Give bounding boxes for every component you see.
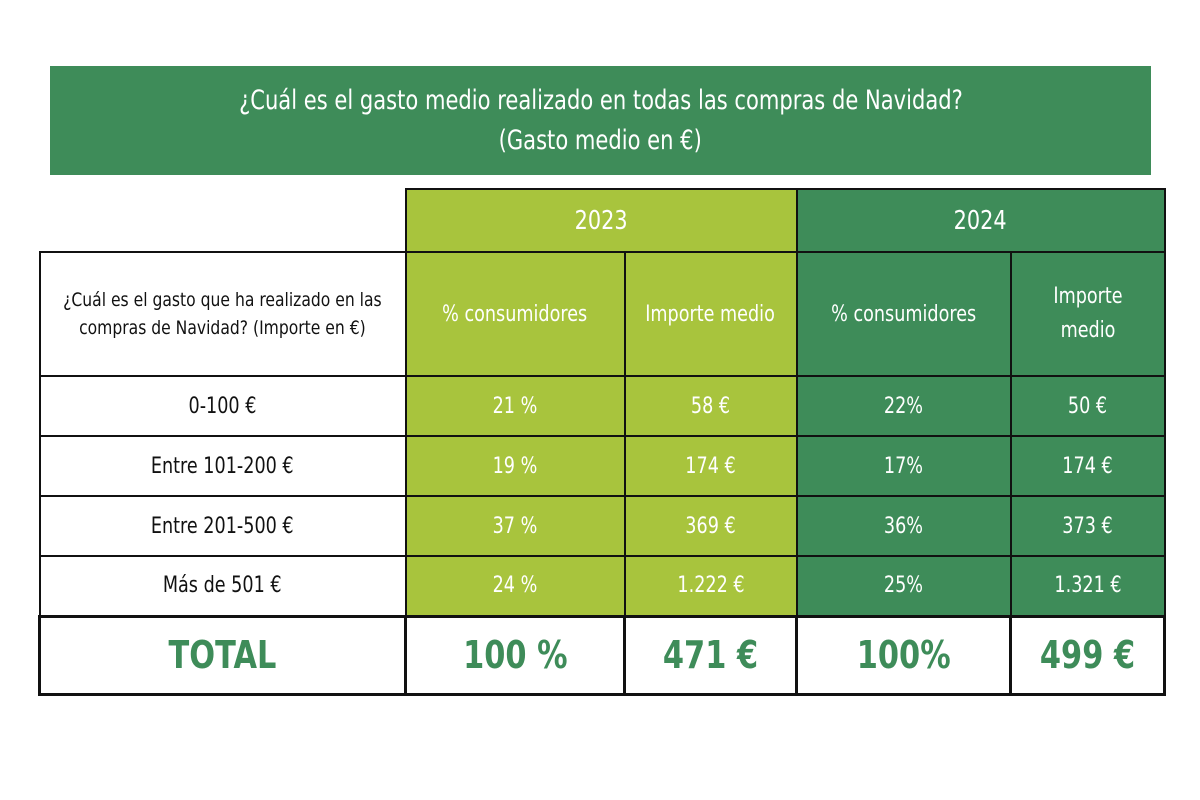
row-label: Entre 101-200 € [38, 435, 407, 497]
pct-2024-cell: 25% [795, 555, 1012, 617]
col-header-amount-2023: Importe medio [623, 251, 798, 377]
total-row: TOTAL 100 % 471 € 100% 499 € [38, 614, 1167, 696]
total-label: TOTAL [38, 614, 407, 696]
amount-2024-cell: 1.321 € [1009, 555, 1166, 617]
total-pct-2023: 100 % [404, 614, 626, 696]
total-amount-2024: 499 € [1009, 614, 1167, 696]
pct-2023-cell: 21 % [404, 375, 626, 437]
table-row: Entre 101-200 € 19 % 174 € 17% 174 € [38, 435, 1166, 497]
pct-2024-cell: 36% [795, 495, 1012, 557]
banner-title: ¿Cuál es el gasto medio realizado en tod… [238, 84, 963, 116]
table-row: Entre 201-500 € 37 % 369 € 36% 373 € [38, 495, 1166, 557]
year-2023-header: 2023 [404, 188, 798, 253]
pct-2023-cell: 19 % [404, 435, 626, 497]
total-pct-2024: 100% [795, 614, 1013, 696]
amount-2023-cell: 174 € [623, 435, 798, 497]
col-header-amount-2024: Importe medio [1009, 251, 1166, 377]
amount-2023-cell: 58 € [623, 375, 798, 437]
table-row: 0-100 € 21 % 58 € 22% 50 € [38, 375, 1166, 437]
pct-2024-cell: 17% [795, 435, 1012, 497]
year-2024-header: 2024 [795, 188, 1166, 253]
row-header-question: ¿Cuál es el gasto que ha realizado en la… [38, 251, 407, 377]
col-header-pct-2024: % consumidores [795, 251, 1012, 377]
column-header-row: ¿Cuál es el gasto que ha realizado en la… [38, 251, 1166, 377]
total-amount-2023: 471 € [622, 614, 799, 696]
row-label: Más de 501 € [38, 555, 407, 617]
banner-subtitle: (Gasto medio en €) [498, 124, 703, 156]
empty-corner-cell [39, 189, 407, 253]
table-row: Más de 501 € 24 % 1.222 € 25% 1.321 € [38, 555, 1166, 617]
amount-2023-cell: 1.222 € [623, 555, 798, 617]
amount-2024-cell: 174 € [1009, 435, 1166, 497]
amount-2024-cell: 50 € [1009, 375, 1166, 437]
year-header-row: 2023 2024 [39, 188, 1166, 253]
amount-2023-cell: 369 € [623, 495, 798, 557]
pct-2024-cell: 22% [795, 375, 1012, 437]
amount-2024-cell: 373 € [1009, 495, 1166, 557]
row-label: Entre 201-500 € [38, 495, 407, 557]
pct-2023-cell: 37 % [404, 495, 626, 557]
pct-2023-cell: 24 % [404, 555, 626, 617]
row-label: 0-100 € [38, 375, 407, 437]
col-header-pct-2023: % consumidores [404, 251, 626, 377]
title-banner: ¿Cuál es el gasto medio realizado en tod… [50, 66, 1151, 175]
spending-table: 2023 2024 ¿Cuál es el gasto que ha reali… [38, 188, 1167, 696]
